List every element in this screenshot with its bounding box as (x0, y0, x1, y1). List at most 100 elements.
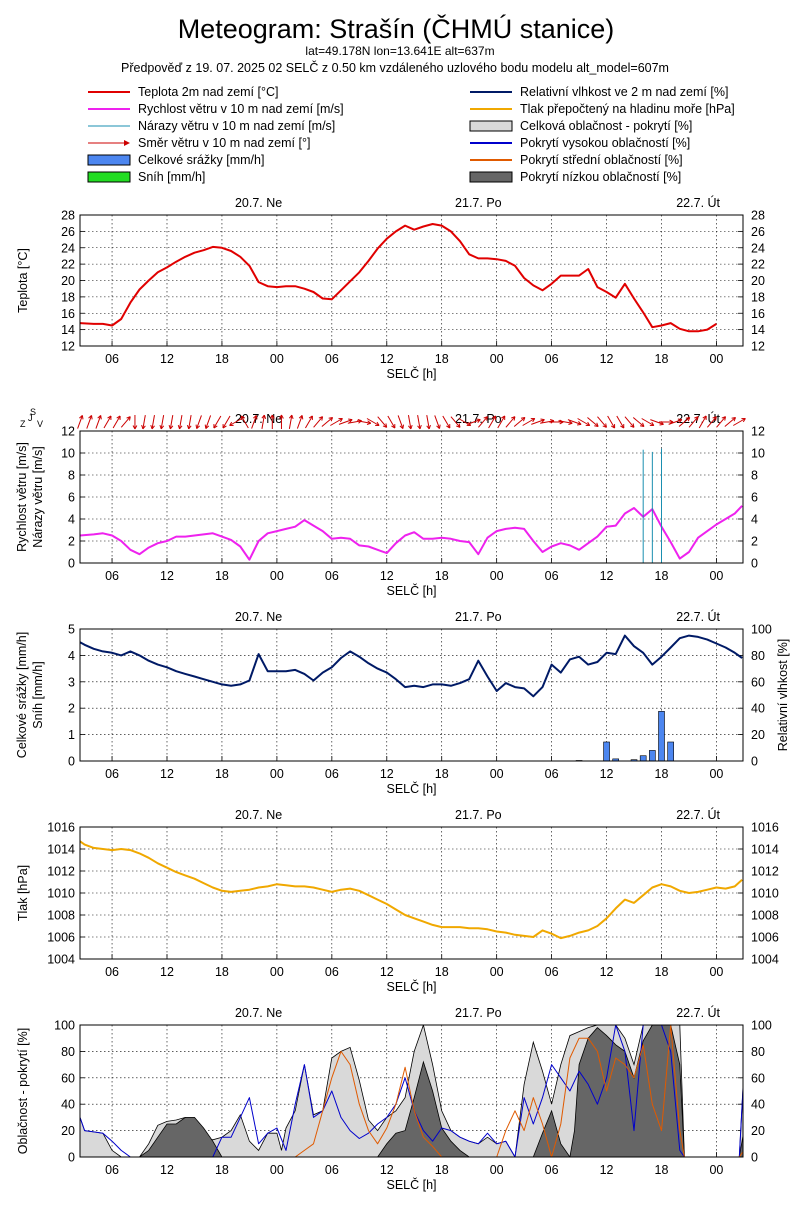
series-line (80, 223, 717, 333)
wind-arrow-head (491, 415, 497, 420)
x-tick-label: 00 (490, 767, 504, 781)
wind-arrow-head (195, 424, 200, 429)
y-tick-label: 16 (61, 307, 75, 321)
x-tick-label: 12 (160, 767, 174, 781)
wind-arrow-shaft (222, 415, 231, 429)
legend-entry: Pokrytí střední oblačností [%] (470, 153, 683, 167)
x-tick-label: 00 (490, 352, 504, 366)
x-tick-label: 12 (380, 965, 394, 979)
chart-precip_humidity: 20.7. Ne 21.7. Po 22.7. Út0123450204060801… (15, 609, 790, 796)
y-tick-label: 20 (61, 1124, 75, 1138)
wind-direction-arrow (150, 415, 155, 430)
wind-direction-arrow (204, 415, 212, 429)
wind-arrow-shaft (678, 417, 691, 427)
y-tick-label-right: 20 (751, 274, 765, 288)
wind-arrow-head (702, 415, 707, 420)
wind-arrow-shaft (179, 415, 183, 429)
y-tick-label-right: 1010 (751, 887, 779, 901)
plot-frame (79, 628, 744, 762)
y-tick-label-right: 0 (751, 557, 758, 571)
day-label: 20.7. Ne (235, 196, 282, 210)
y-tick-label-right: 18 (751, 290, 765, 304)
x-tick-label: 18 (435, 1163, 449, 1177)
wind-arrow-shaft (567, 419, 582, 425)
y-tick-label: 1014 (47, 843, 75, 857)
wind-arrow-head (348, 418, 353, 423)
y-tick-label-right: 12 (751, 425, 765, 439)
legend-entry: Pokrytí vysokou oblačností [%] (470, 136, 690, 150)
wind-direction-arrow (313, 416, 324, 428)
plot-frame (79, 826, 744, 960)
wind-direction-arrow (558, 420, 573, 425)
wind-direction-arrow (159, 415, 165, 430)
wind-direction-arrow (186, 415, 192, 430)
y-tick-label: 3 (68, 675, 75, 689)
wind-arrow-shaft (442, 415, 451, 429)
plot-frame (79, 1024, 744, 1158)
wind-direction-arrow (288, 414, 294, 429)
wind-arrow-shaft (112, 415, 121, 429)
precip-bar (649, 750, 656, 761)
x-axis-label: SELČ [h] (386, 979, 436, 994)
y-tick-label: 12 (61, 425, 75, 439)
x-tick-label: 12 (600, 569, 614, 583)
wind-direction-arrow (522, 418, 536, 426)
x-tick-label: 00 (270, 767, 284, 781)
legend-label: Sníh [mm/h] (138, 170, 205, 184)
y-tick-label-right: 60 (751, 1071, 765, 1085)
x-tick-label: 18 (655, 767, 669, 781)
wind-arrow-head (269, 414, 275, 419)
wind-dir-axis-label: Z (20, 419, 26, 429)
header: Meteogram: Strašín (ČHMÚ stanice) lat=49… (121, 13, 669, 75)
legend-entry: Celková oblačnost - pokrytí [%] (469, 119, 692, 133)
legend-entry: Rychlost větru v 10 m nad zemí [m/s] (88, 102, 344, 116)
x-axis-label: SELČ [h] (386, 781, 436, 796)
wind-direction-arrow (330, 418, 343, 426)
x-tick-label: 06 (545, 1163, 559, 1177)
x-tick-label: 18 (215, 767, 229, 781)
y-tick-label: 4 (68, 649, 75, 663)
wind-arrow-shaft (296, 415, 303, 429)
x-tick-label: 18 (435, 569, 449, 583)
wind-arrow-shaft (160, 415, 165, 429)
y-tick-label: 1006 (47, 931, 75, 945)
wind-arrow-head (298, 415, 304, 420)
wind-direction-arrow (141, 415, 146, 430)
wind-arrow-head (685, 417, 691, 422)
wind-direction-arrow (417, 415, 422, 430)
wind-dir-axis-label: V (37, 419, 43, 429)
y-tick-label-right: 20 (751, 728, 765, 742)
wind-arrow-head (630, 423, 635, 428)
x-tick-label: 18 (215, 569, 229, 583)
wind-arrow-shaft (522, 418, 536, 426)
wind-arrow-shaft (724, 417, 736, 427)
wind-arrow-shaft (650, 419, 664, 425)
wind-arrow-head (649, 421, 655, 426)
wind-arrow-head (177, 424, 183, 430)
x-tick-label: 06 (105, 1163, 119, 1177)
legend-label: Rychlost větru v 10 m nad zemí [m/s] (138, 102, 344, 116)
wind-arrow-head (240, 415, 246, 420)
x-tick-label: 00 (709, 569, 723, 583)
precip-bar (612, 758, 620, 761)
wind-direction-arrow (733, 418, 746, 426)
y-tick-label-right: 1004 (751, 953, 779, 967)
wind-arrow-shaft (434, 415, 441, 429)
wind-arrow-shaft (151, 415, 155, 429)
wind-direction-arrow (387, 415, 396, 429)
wind-direction-arrow (261, 414, 267, 429)
day-label: 21.7. Po (455, 610, 502, 624)
wind-direction-arrow (607, 415, 616, 429)
wind-direction-arrow (724, 417, 737, 427)
legend-label: Směr větru v 10 m nad zemí [°] (138, 136, 310, 150)
wind-arrow-head (610, 424, 616, 429)
x-tick-label: 00 (709, 767, 723, 781)
x-tick-label: 12 (600, 965, 614, 979)
wind-arrow-head (501, 415, 506, 420)
legend-label: Nárazy větru v 10 m nad zemí [m/s] (138, 119, 335, 133)
y-axis-label-secondary: Nárazy větru [m/s] (31, 446, 45, 547)
y-tick-label-right: 20 (751, 1124, 765, 1138)
wind-arrow-head (308, 415, 313, 420)
wind-arrow-head (97, 415, 102, 420)
